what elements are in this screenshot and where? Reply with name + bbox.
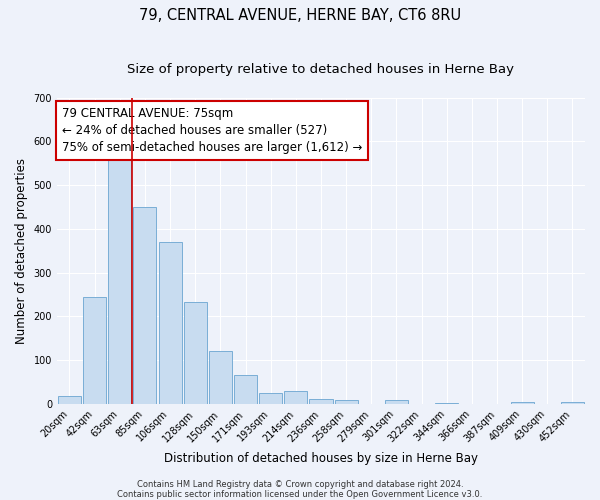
Bar: [158, 242, 182, 404]
Bar: [209, 352, 232, 404]
Bar: [58, 396, 81, 404]
X-axis label: Distribution of detached houses by size in Herne Bay: Distribution of detached houses by size …: [164, 452, 478, 465]
Text: 79, CENTRAL AVENUE, HERNE BAY, CT6 8RU: 79, CENTRAL AVENUE, HERNE BAY, CT6 8RU: [139, 8, 461, 22]
Bar: [133, 207, 157, 404]
Title: Size of property relative to detached houses in Herne Bay: Size of property relative to detached ho…: [127, 62, 514, 76]
Bar: [83, 296, 106, 404]
Y-axis label: Number of detached properties: Number of detached properties: [15, 158, 28, 344]
Bar: [310, 398, 332, 404]
Bar: [284, 391, 307, 404]
Text: Contains public sector information licensed under the Open Government Licence v3: Contains public sector information licen…: [118, 490, 482, 499]
Bar: [435, 402, 458, 404]
Text: Contains HM Land Registry data © Crown copyright and database right 2024.: Contains HM Land Registry data © Crown c…: [137, 480, 463, 489]
Text: 79 CENTRAL AVENUE: 75sqm
← 24% of detached houses are smaller (527)
75% of semi-: 79 CENTRAL AVENUE: 75sqm ← 24% of detach…: [62, 106, 362, 154]
Bar: [259, 393, 282, 404]
Bar: [561, 402, 584, 404]
Bar: [108, 150, 131, 404]
Bar: [234, 376, 257, 404]
Bar: [184, 302, 207, 404]
Bar: [335, 400, 358, 404]
Bar: [511, 402, 534, 404]
Bar: [385, 400, 408, 404]
